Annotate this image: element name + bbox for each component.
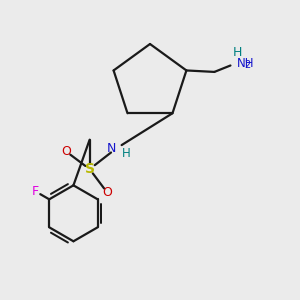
Text: O: O [102, 186, 112, 199]
Text: H: H [122, 147, 131, 160]
Text: 2: 2 [244, 60, 251, 70]
Text: N: N [107, 142, 116, 155]
Text: S: S [85, 162, 94, 176]
Text: F: F [32, 185, 39, 198]
Text: O: O [61, 145, 71, 158]
Text: H: H [233, 46, 243, 59]
Text: NH: NH [236, 57, 254, 70]
